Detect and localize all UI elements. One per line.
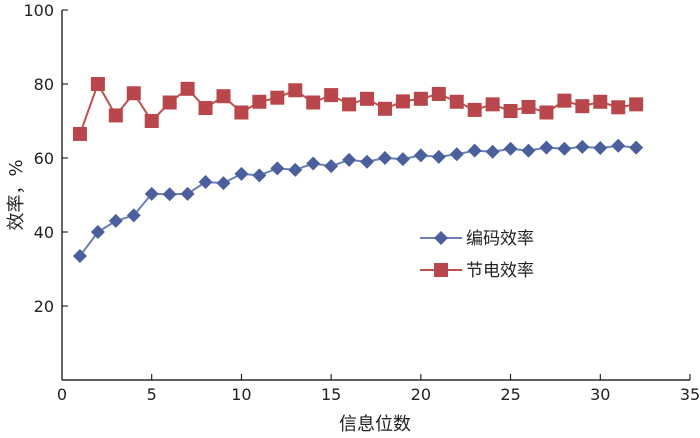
data-point-square [162,95,177,110]
data-point-diamond [324,159,339,174]
legend-diamond-marker [434,231,448,245]
series-line [79,144,637,257]
x-tick-label: 0 [57,385,67,404]
x-tick-label: 10 [231,385,251,404]
data-point-diamond [629,140,644,155]
x-tick-label: 15 [321,385,341,404]
data-point-diamond [575,139,590,154]
data-point-square [342,97,357,112]
data-point-diamond [360,154,375,169]
data-point-square [575,99,590,114]
series-layer [72,77,644,264]
data-point-diamond [521,143,536,158]
data-point-diamond [72,249,87,264]
data-point-square [360,91,375,106]
x-tick-label: 30 [590,385,610,404]
data-point-square [539,105,554,120]
data-point-diamond [108,213,123,228]
data-point-diamond [216,176,231,191]
data-point-square [108,108,123,123]
data-point-square [198,101,213,116]
y-tick-label: 40 [34,223,54,242]
legend: 编码效率 节电效率 [420,229,534,281]
y-axis-title: 效率，% [6,159,27,230]
x-tick-label: 5 [147,385,157,404]
data-point-diamond [252,168,267,183]
data-point-diamond [198,175,213,190]
data-point-diamond [270,161,285,176]
data-point-square [449,94,464,109]
y-tick-label: 100 [23,1,54,20]
data-point-diamond [234,166,249,181]
data-point-diamond [126,208,141,223]
y-tick-label: 60 [34,149,54,168]
data-point-square [234,105,249,120]
data-point-square [377,101,392,116]
data-point-diamond [557,141,572,156]
data-point-square [593,94,608,109]
data-point-square [413,91,428,106]
data-point-diamond [395,152,410,167]
data-point-diamond [413,148,428,163]
data-point-diamond [90,225,105,239]
x-tick-label: 25 [500,385,520,404]
data-point-square [126,86,141,101]
data-point-square [144,114,159,128]
data-point-square [431,86,446,101]
data-point-diamond [503,141,518,156]
legend-label-power: 节电效率 [466,261,534,281]
legend-item-power: 节电效率 [420,261,534,281]
legend-label-coding: 编码效率 [466,229,534,249]
data-point-square [629,97,644,112]
axes [61,10,690,381]
data-point-square [288,83,303,98]
data-point-diamond [449,147,464,162]
data-point-square [611,100,626,115]
data-point-diamond [431,149,446,164]
data-point-diamond [180,186,195,201]
data-point-diamond [342,152,357,167]
data-point-square [306,95,321,110]
data-point-diamond [611,138,626,153]
data-point-square [90,77,105,91]
data-point-square [521,99,536,114]
data-point-diamond [306,156,321,171]
data-point-square [252,94,267,109]
data-point-diamond [162,187,177,202]
series-coding-efficiency [72,138,644,264]
y-tick-label: 80 [34,75,54,94]
x-tick-label: 20 [411,385,431,404]
data-point-diamond [485,144,500,159]
data-point-diamond [467,143,482,158]
data-point-square [216,89,231,104]
data-point-diamond [144,186,159,201]
data-point-square [324,88,339,103]
data-point-square [180,81,195,96]
data-point-square [485,97,500,112]
data-point-square [503,104,518,119]
data-point-diamond [539,140,554,155]
data-point-diamond [377,151,392,165]
x-axis-title: 信息位数 [339,414,411,435]
data-point-square [395,94,410,109]
series-power-saving-efficiency [72,77,644,141]
y-axis-ticks: 20 40 60 80 100 [23,1,68,316]
data-point-square [467,102,482,117]
legend-square-marker [434,263,448,277]
data-point-square [557,93,572,108]
x-tick-label: 35 [680,385,700,404]
data-point-diamond [288,162,303,177]
x-axis-ticks: 0 5 10 15 20 25 30 35 [57,374,700,404]
legend-item-coding: 编码效率 [420,229,534,249]
data-point-square [270,90,285,105]
data-point-diamond [593,141,608,156]
y-tick-label: 20 [34,297,54,316]
data-point-square [72,126,87,141]
